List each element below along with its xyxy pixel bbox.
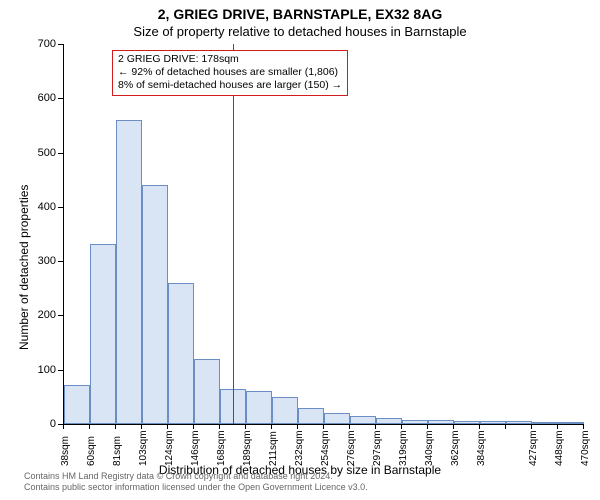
y-tick-label: 100 xyxy=(0,364,56,376)
x-tick-mark xyxy=(401,424,402,429)
x-tick-label: 232sqm xyxy=(294,430,305,466)
footer-line-1: Contains HM Land Registry data © Crown c… xyxy=(24,471,368,483)
histogram-bar xyxy=(90,244,116,424)
x-tick-mark xyxy=(219,424,220,429)
x-tick-label: 211sqm xyxy=(268,431,279,466)
x-tick-label: 297sqm xyxy=(372,430,383,466)
x-tick-mark xyxy=(375,424,376,429)
x-tick-mark xyxy=(167,424,168,429)
histogram-bar xyxy=(376,418,402,425)
x-tick-mark xyxy=(63,424,64,429)
x-tick-label: 384sqm xyxy=(476,430,487,466)
histogram-bar xyxy=(324,413,350,424)
histogram-bar xyxy=(532,422,558,424)
annotation-line-2: ← 92% of detached houses are smaller (1,… xyxy=(118,66,342,79)
x-tick-mark xyxy=(193,424,194,429)
histogram-bar xyxy=(454,421,480,424)
x-tick-label: 189sqm xyxy=(242,430,253,466)
x-tick-label: 319sqm xyxy=(398,430,409,466)
histogram-bar xyxy=(558,422,584,424)
x-tick-mark xyxy=(349,424,350,429)
x-tick-mark xyxy=(427,424,428,429)
footer-line-2: Contains public sector information licen… xyxy=(24,482,368,494)
y-tick-label: 600 xyxy=(0,92,56,104)
x-tick-label: 81sqm xyxy=(112,436,123,466)
x-tick-label: 427sqm xyxy=(528,430,539,466)
histogram-bar xyxy=(168,283,194,424)
x-tick-mark xyxy=(531,424,532,429)
annotation-line-3: 8% of semi-detached houses are larger (1… xyxy=(118,79,342,92)
y-tick-label: 0 xyxy=(0,418,56,430)
y-tick-label: 300 xyxy=(0,255,56,267)
x-tick-label: 124sqm xyxy=(164,430,175,466)
histogram-bar xyxy=(506,421,532,424)
x-tick-mark xyxy=(271,424,272,429)
chart-title: 2, GRIEG DRIVE, BARNSTAPLE, EX32 8AG xyxy=(0,6,600,22)
histogram-bar xyxy=(194,359,220,424)
x-tick-label: 448sqm xyxy=(554,430,565,466)
x-tick-label: 276sqm xyxy=(346,430,357,466)
annotation-line-1: 2 GRIEG DRIVE: 178sqm xyxy=(118,53,342,66)
histogram-bar xyxy=(402,420,428,424)
x-tick-mark xyxy=(479,424,480,429)
histogram-bar xyxy=(116,120,142,424)
chart-subtitle: Size of property relative to detached ho… xyxy=(0,24,600,39)
x-tick-label: 254sqm xyxy=(320,430,331,466)
x-tick-label: 362sqm xyxy=(450,430,461,466)
x-tick-label: 470sqm xyxy=(580,430,591,466)
x-tick-mark xyxy=(583,424,584,429)
histogram-bar xyxy=(480,421,506,424)
histogram-bar xyxy=(428,420,454,424)
x-tick-mark xyxy=(89,424,90,429)
y-tick-label: 400 xyxy=(0,201,56,213)
histogram-bar xyxy=(350,416,376,424)
x-tick-mark xyxy=(557,424,558,429)
chart-frame: 2, GRIEG DRIVE, BARNSTAPLE, EX32 8AG Siz… xyxy=(0,0,600,500)
x-tick-label: 60sqm xyxy=(86,436,97,466)
x-tick-label: 103sqm xyxy=(138,430,149,466)
x-tick-mark xyxy=(323,424,324,429)
x-tick-label: 340sqm xyxy=(424,430,435,466)
histogram-bar xyxy=(298,408,324,424)
x-tick-label: 38sqm xyxy=(60,436,71,466)
x-tick-mark xyxy=(115,424,116,429)
y-tick-label: 500 xyxy=(0,147,56,159)
x-tick-mark xyxy=(297,424,298,429)
annotation-box: 2 GRIEG DRIVE: 178sqm ← 92% of detached … xyxy=(112,50,348,96)
histogram-bar xyxy=(64,385,90,424)
x-tick-mark xyxy=(453,424,454,429)
y-tick-label: 700 xyxy=(0,38,56,50)
y-tick-label: 200 xyxy=(0,309,56,321)
histogram-bar xyxy=(142,185,168,424)
x-tick-mark xyxy=(245,424,246,429)
x-tick-mark xyxy=(141,424,142,429)
x-tick-label: 168sqm xyxy=(216,430,227,466)
reference-line xyxy=(233,44,234,424)
histogram-bar xyxy=(272,397,298,424)
x-tick-mark xyxy=(505,424,506,429)
footer-text: Contains HM Land Registry data © Crown c… xyxy=(24,471,368,494)
plot-area xyxy=(63,44,584,425)
histogram-bar xyxy=(246,391,272,424)
x-tick-label: 146sqm xyxy=(190,430,201,466)
